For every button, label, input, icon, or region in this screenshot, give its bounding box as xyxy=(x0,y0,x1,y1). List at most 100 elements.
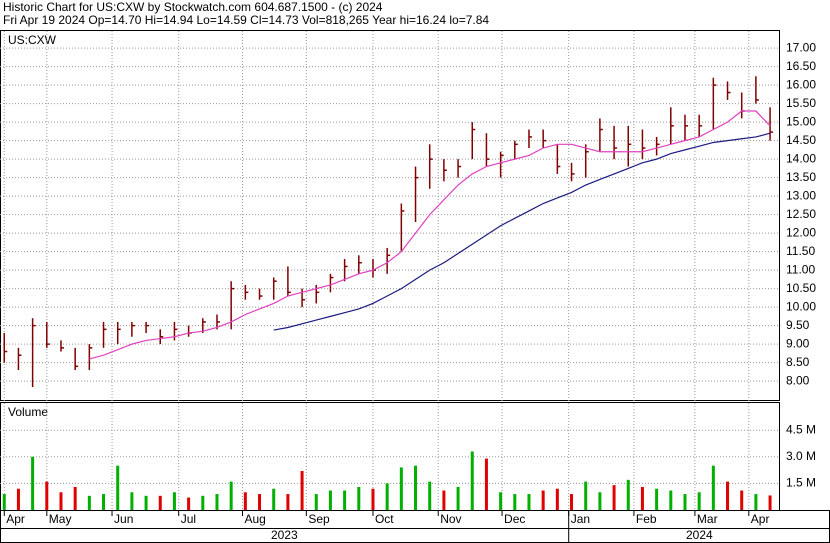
y-tick-label: 16.50 xyxy=(786,59,816,73)
volume-bar xyxy=(215,494,219,510)
y-tick-label: 8.50 xyxy=(786,355,810,369)
header-line: Fri Apr 19 2024 Op=14.70 Hi=14.94 Lo=14.… xyxy=(3,13,489,27)
volume-bar xyxy=(229,481,233,510)
x-tick-label: Jan xyxy=(571,512,590,526)
y-tick-label: 16.00 xyxy=(786,77,816,91)
volume-bar xyxy=(428,481,432,510)
y-tick-label: 11.00 xyxy=(786,262,815,276)
volume-bar xyxy=(456,486,460,510)
volume-bar xyxy=(172,492,176,510)
x-tick-label: Dec xyxy=(504,512,525,526)
volume-bar xyxy=(272,488,276,510)
volume-bar xyxy=(328,490,332,510)
volume-bar xyxy=(187,497,191,510)
volume-bar xyxy=(201,495,205,510)
y-tick-label: 13.50 xyxy=(786,170,816,184)
y-tick-label: 12.00 xyxy=(786,225,816,239)
volume-bar xyxy=(768,495,772,510)
volume-bar xyxy=(102,494,106,510)
y-tick-label: 3.0 M xyxy=(786,449,816,463)
volume-bar xyxy=(130,492,134,510)
volume-bar xyxy=(286,494,290,510)
y-tick-label: 10.00 xyxy=(786,299,816,313)
volume-bar xyxy=(541,490,545,510)
volume-bar xyxy=(258,494,262,510)
y-tick-label: 14.00 xyxy=(786,151,816,165)
volume-bar xyxy=(527,494,531,510)
y-tick-label: 9.00 xyxy=(786,336,810,350)
volume-bar xyxy=(357,486,361,510)
volume-bar xyxy=(87,495,91,510)
year-label: 2023 xyxy=(271,528,298,542)
volume-bar xyxy=(314,494,318,510)
x-tick-label: Apr xyxy=(6,512,25,526)
x-tick-label: Feb xyxy=(636,512,657,526)
y-tick-label: 8.00 xyxy=(786,373,810,387)
y-tick-label: 4.5 M xyxy=(786,422,816,436)
y-tick-label: 14.50 xyxy=(786,133,816,147)
volume-bar xyxy=(726,481,730,510)
volume-bar xyxy=(711,465,715,510)
volume-bar xyxy=(513,494,517,510)
volume-bar xyxy=(116,465,120,510)
volume-bar xyxy=(144,495,148,510)
x-tick-label: Aug xyxy=(245,512,266,526)
moving-average xyxy=(273,132,771,331)
volume-bar xyxy=(499,492,503,510)
volume-bar xyxy=(640,486,644,510)
volume-bar xyxy=(371,488,375,510)
volume-bar xyxy=(484,458,488,510)
volume-bar xyxy=(300,470,304,510)
volume-bar xyxy=(740,490,744,510)
x-tick-label: Apr xyxy=(751,512,770,526)
y-tick-label: 12.50 xyxy=(786,207,816,221)
volume-bar xyxy=(385,483,389,510)
volume-bar xyxy=(2,494,6,510)
volume-bar xyxy=(31,456,35,510)
year-label: 2024 xyxy=(686,528,713,542)
volume-bar xyxy=(158,495,162,510)
y-tick-label: 15.00 xyxy=(786,114,816,128)
volume-label: Volume xyxy=(8,405,48,419)
y-tick-label: 15.50 xyxy=(786,96,816,110)
volume-bar xyxy=(697,492,701,510)
volume-bar xyxy=(584,481,588,510)
volume-bar xyxy=(655,488,659,510)
volume-bar xyxy=(243,492,247,510)
volume-bar xyxy=(399,467,403,510)
y-tick-label: 11.50 xyxy=(786,244,815,258)
x-tick-label: Jun xyxy=(114,512,133,526)
x-tick-label: Oct xyxy=(375,512,394,526)
y-tick-label: 1.5 M xyxy=(786,476,816,490)
volume-bar xyxy=(598,492,602,510)
header-line: Historic Chart for US:CXW by Stockwatch.… xyxy=(3,0,383,14)
price-panel xyxy=(0,30,780,401)
y-tick-label: 13.00 xyxy=(786,188,816,202)
volume-bar xyxy=(470,451,474,510)
y-tick-label: 17.00 xyxy=(786,40,816,54)
x-tick-label: May xyxy=(49,512,72,526)
moving-average xyxy=(89,110,771,360)
volume-bar xyxy=(16,488,20,510)
symbol-label: US:CXW xyxy=(8,33,57,47)
x-tick-label: Sep xyxy=(308,512,330,526)
volume-bar xyxy=(626,479,630,510)
volume-bar xyxy=(343,490,347,510)
volume-bar xyxy=(442,490,446,510)
x-tick-label: Mar xyxy=(697,512,718,526)
volume-bar xyxy=(612,485,616,510)
volume-bar xyxy=(73,486,77,510)
volume-bar xyxy=(59,492,63,510)
volume-bar xyxy=(669,490,673,510)
volume-bar xyxy=(754,494,758,510)
volume-bar xyxy=(555,488,559,510)
x-tick-label: Nov xyxy=(440,512,461,526)
y-tick-label: 10.50 xyxy=(786,281,816,295)
y-tick-label: 9.50 xyxy=(786,318,810,332)
volume-bar xyxy=(683,494,687,510)
x-tick-label: Jul xyxy=(181,512,196,526)
volume-bar xyxy=(570,494,574,510)
volume-bar xyxy=(45,481,49,510)
volume-bar xyxy=(414,465,418,510)
